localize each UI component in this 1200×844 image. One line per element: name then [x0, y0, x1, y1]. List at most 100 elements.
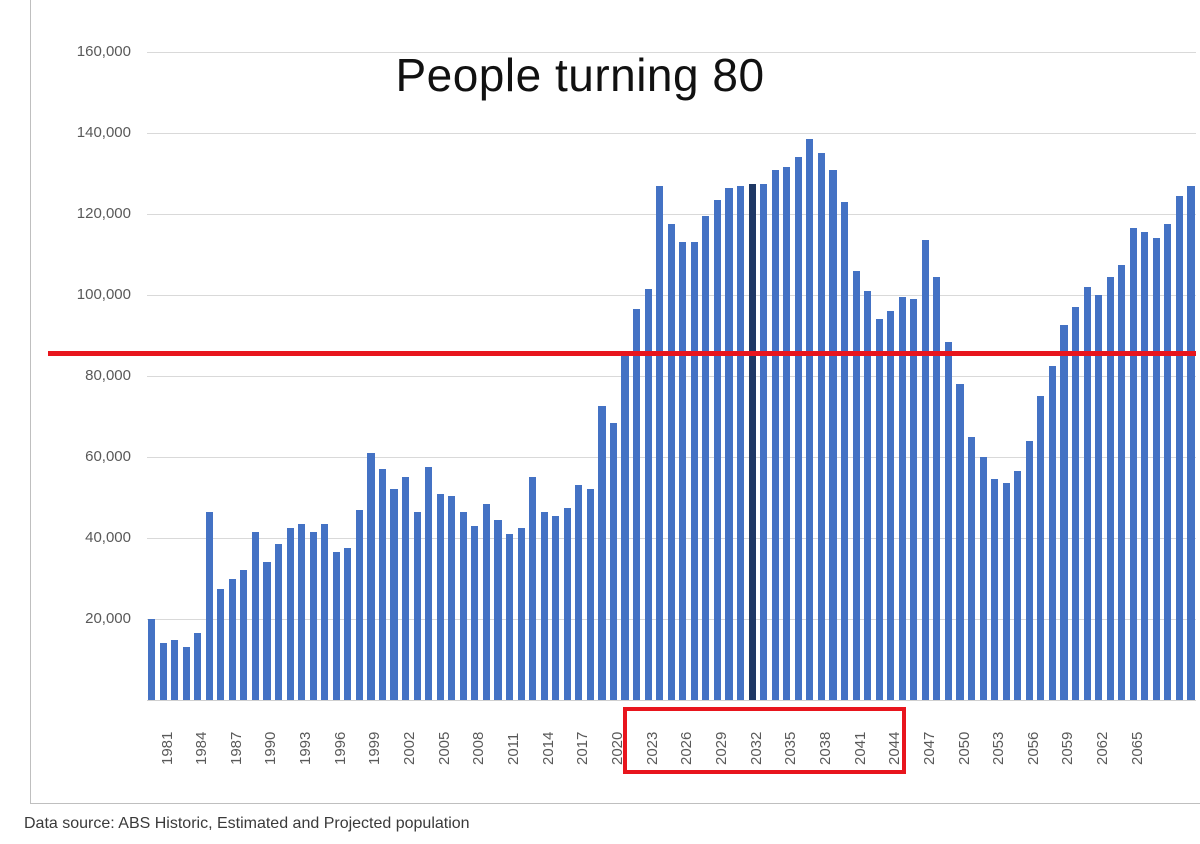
bar-2030: [713, 199, 722, 700]
bar-2016: [552, 515, 560, 700]
bar-1994: [298, 523, 306, 700]
bar-1983: [171, 640, 179, 700]
bar-2063: [1095, 295, 1103, 700]
bar-2057: [1025, 440, 1033, 700]
x-axis-tick-label: 2014: [539, 731, 557, 765]
bar-1985: [194, 633, 202, 700]
bar-2055: [1002, 483, 1010, 700]
x-axis-tick-label: 2002: [401, 731, 419, 765]
x-axis-tick-label: 2059: [1059, 731, 1077, 765]
bar-2024: [644, 288, 652, 700]
bar-2067: [1141, 232, 1149, 700]
bar-1982: [159, 643, 167, 700]
bar-1991: [263, 562, 271, 700]
bar-2056: [1014, 471, 1022, 700]
y-axis-tick-label: 160,000: [76, 43, 131, 60]
bar-2013: [517, 527, 525, 700]
y-axis-tick-label: 120,000: [76, 205, 131, 222]
bar-2036: [783, 167, 791, 700]
bar-2037: [794, 157, 802, 700]
bar-2015: [540, 511, 548, 700]
bar-2049: [933, 276, 941, 700]
y-axis-tick-label: 80,000: [85, 367, 131, 384]
y-axis-tick-label: 40,000: [85, 529, 131, 546]
bar-2042: [852, 270, 860, 700]
bar-2009: [471, 525, 479, 700]
x-axis-tick-label: 1999: [366, 731, 384, 765]
bar-2065: [1118, 264, 1126, 700]
x-axis-tick-label: 2050: [955, 731, 973, 765]
bar-2003: [402, 477, 410, 701]
bar-2040: [829, 169, 837, 700]
bar-2017: [563, 507, 571, 700]
bar-2059: [1048, 365, 1056, 700]
bar-2035: [771, 169, 779, 700]
x-axis-tick-label: 2056: [1024, 731, 1042, 765]
bar-2005: [425, 467, 433, 700]
x-axis-tick-label: 2005: [435, 731, 453, 765]
bar-2061: [1071, 307, 1080, 700]
bar-1986: [205, 511, 213, 700]
highlight-box-2023-2044: [622, 707, 907, 774]
gridline: [147, 52, 1196, 53]
bar-2047: [910, 299, 918, 700]
bar-1987: [217, 588, 225, 700]
bar-2069: [1164, 224, 1172, 700]
bar-2014: [529, 477, 537, 701]
x-axis-tick-label: 2011: [505, 732, 522, 765]
bar-2048: [921, 240, 929, 700]
chart-title: People turning 80: [395, 49, 765, 101]
bar-1993: [286, 527, 294, 700]
bar-2020: [598, 406, 606, 700]
x-axis-tick-label: 2008: [470, 731, 488, 765]
bar-1988: [228, 578, 236, 700]
gridline: [147, 214, 1196, 215]
bar-2066: [1129, 228, 1137, 700]
bar-2002: [390, 489, 398, 700]
bar-2019: [586, 489, 594, 700]
bar-2001: [378, 469, 387, 700]
bar-2011: [494, 519, 502, 700]
bar-2000: [367, 453, 375, 700]
bar-2054: [991, 479, 999, 700]
gridline: [147, 133, 1196, 134]
bar-1995: [309, 531, 317, 700]
x-axis-tick-label: 2047: [920, 731, 938, 765]
bar-2064: [1106, 276, 1114, 700]
bar-2070: [1175, 195, 1184, 700]
x-axis-tick-label: 2017: [574, 731, 592, 765]
bar-1984: [182, 647, 190, 700]
bar-1997: [332, 552, 340, 700]
bar-2062: [1083, 286, 1091, 700]
bar-2010: [482, 503, 491, 700]
bar-2022: [621, 353, 629, 700]
bar-2039: [817, 153, 825, 701]
bar-2006: [436, 493, 444, 700]
x-axis-tick-label: 2065: [1128, 731, 1146, 765]
bar-2050: [944, 341, 953, 700]
bar-2008: [459, 511, 467, 700]
bar-1996: [321, 523, 329, 700]
bar-2045: [887, 311, 895, 700]
bar-2043: [864, 291, 872, 700]
bar-2004: [413, 511, 421, 700]
x-axis-tick-label: 1987: [227, 731, 245, 765]
bar-2027: [679, 242, 687, 700]
x-axis-tick-label: 2062: [1094, 731, 1112, 765]
y-axis-tick-label: 140,000: [76, 124, 131, 141]
bar-2041: [840, 201, 849, 700]
bar-1989: [240, 570, 248, 700]
bar-2046: [898, 297, 906, 700]
bar-1998: [344, 548, 352, 700]
bar-1999: [355, 509, 363, 700]
bar-2025: [656, 185, 664, 700]
bar-1981: [147, 619, 156, 700]
bar-2032: [737, 185, 745, 700]
x-axis-tick-label: 1993: [297, 731, 315, 765]
bar-2053: [979, 457, 987, 700]
bar-2029: [702, 216, 710, 700]
y-axis-tick-label: 100,000: [76, 286, 131, 303]
x-axis-tick-label: 1990: [262, 731, 280, 765]
